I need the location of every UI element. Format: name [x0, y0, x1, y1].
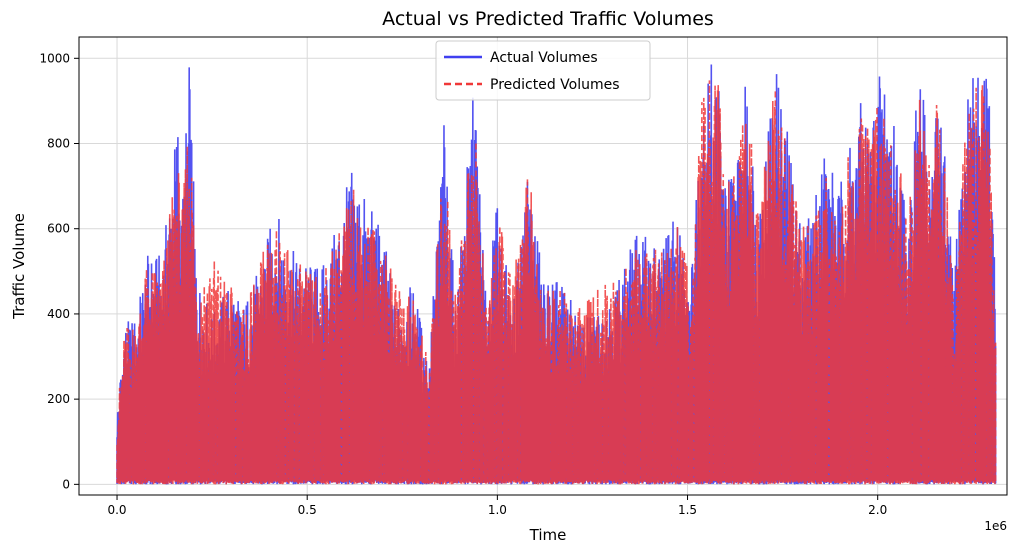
- x-tick-label: 2.0: [868, 503, 887, 517]
- x-tick-label: 1.5: [678, 503, 697, 517]
- y-tick-label: 600: [47, 222, 70, 236]
- x-tick-label: 0.5: [298, 503, 317, 517]
- y-tick-label: 200: [47, 392, 70, 406]
- axes: 0.0 0.5 1.0 1.5 2.0 0 200 400 600 800 1000: [39, 51, 887, 517]
- y-tick-label: 0: [62, 477, 70, 491]
- x-tick-label: 1.0: [488, 503, 507, 517]
- chart-title: Actual vs Predicted Traffic Volumes: [382, 8, 714, 30]
- legend-predicted-label: Predicted Volumes: [490, 77, 620, 93]
- legend-box: [435, 40, 651, 101]
- x-tick-label: 0.0: [107, 503, 126, 517]
- predicted-volumes-line: [116, 80, 997, 485]
- legend: Actual Volumes Predicted Volumes: [435, 40, 651, 101]
- plot-series: [116, 64, 997, 485]
- y-axis-label: Traffic Volume: [10, 213, 28, 320]
- y-tick-label: 1000: [39, 51, 70, 65]
- plot-frame: [78, 36, 1008, 496]
- x-axis-label: Time: [529, 526, 567, 544]
- x-axis-offset-label: 1e6: [984, 519, 1007, 533]
- y-tick-label: 400: [47, 307, 70, 321]
- legend-actual-label: Actual Volumes: [490, 50, 598, 66]
- y-tick-label: 800: [47, 137, 70, 151]
